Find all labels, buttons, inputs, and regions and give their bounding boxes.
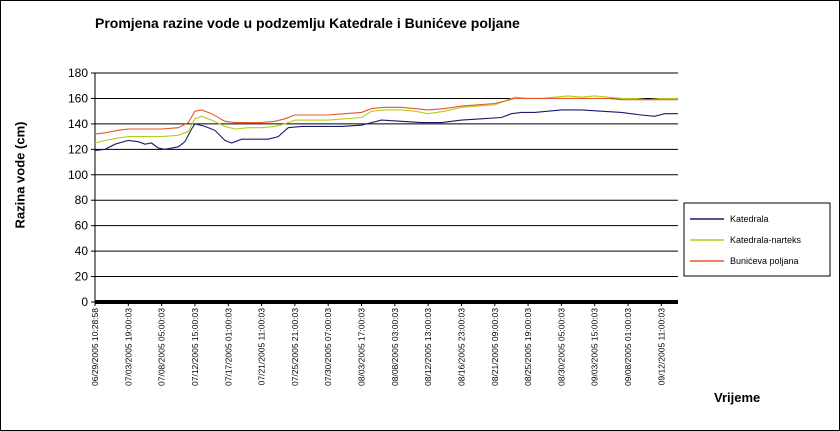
x-tick-label: 08/03/2005 17:00:03 <box>357 308 367 386</box>
x-tick-label: 07/08/2005 05:00:03 <box>157 308 167 386</box>
series-lines <box>94 95 678 152</box>
x-tick-label: 08/30/2005 05:00:03 <box>556 308 566 386</box>
x-tick-label: 07/17/2005 01:00:03 <box>223 308 233 386</box>
x-tick-labels: 06/29/2005 10:28:58 07/03/2005 19:00:03 07… <box>90 308 666 386</box>
y-tick-label: 60 <box>75 219 89 233</box>
y-tick-label: 160 <box>68 91 88 105</box>
x-tick-label: 08/12/2005 13:00:03 <box>423 308 433 386</box>
y-tick-label: 80 <box>75 193 89 207</box>
x-tick-label: 06/29/2005 10:28:58 <box>90 308 100 386</box>
y-tick-label: 180 <box>68 66 88 80</box>
legend-entry: Katedrala-narteks <box>730 235 802 245</box>
x-tick-label: 07/25/2005 21:00:03 <box>290 308 300 386</box>
x-tick-label: 07/21/2005 11:00:03 <box>257 308 267 386</box>
x-axis-label: Vrijeme <box>714 390 761 405</box>
x-tick-label: 09/08/2005 01:00:03 <box>623 308 633 386</box>
series-line-1 <box>94 95 678 144</box>
y-tick-label: 120 <box>68 142 88 156</box>
y-tick-label: 0 <box>81 295 88 309</box>
y-tick-label: 140 <box>68 117 88 131</box>
x-tick-label: 08/25/2005 19:00:03 <box>523 308 533 386</box>
x-tick-label: 07/03/2005 19:00:03 <box>123 308 133 386</box>
grid-lines <box>91 72 678 306</box>
y-tick-label: 20 <box>75 270 89 284</box>
x-tick-label: 08/16/2005 23:00:03 <box>456 308 466 386</box>
y-tick-labels: 0 20 40 60 80 100 120 140 160 180 <box>68 66 88 309</box>
x-tick-label: 09/03/2005 15:00:03 <box>590 308 600 386</box>
y-tick-label: 40 <box>75 244 89 258</box>
chart-title: Promjena razine vode u podzemlju Katedra… <box>95 15 520 31</box>
x-tick-label: 07/12/2005 15:00:03 <box>190 308 200 386</box>
legend: Katedrala Katedrala-narteks Bunićeva polja… <box>683 202 831 277</box>
x-tick-label: 07/30/2005 07:00:03 <box>323 308 333 386</box>
series-line-2 <box>94 97 678 135</box>
y-tick-label: 100 <box>68 168 88 182</box>
x-tick-label: 09/12/2005 11:00:03 <box>656 308 666 386</box>
x-tick-label: 08/21/2005 09:00:03 <box>490 308 500 386</box>
legend-entry: Bunićeva poljana <box>730 256 799 266</box>
legend-entry: Katedrala <box>730 214 769 224</box>
series-line-0 <box>94 109 678 152</box>
x-tick-label: 08/08/2005 03:00:03 <box>390 308 400 386</box>
